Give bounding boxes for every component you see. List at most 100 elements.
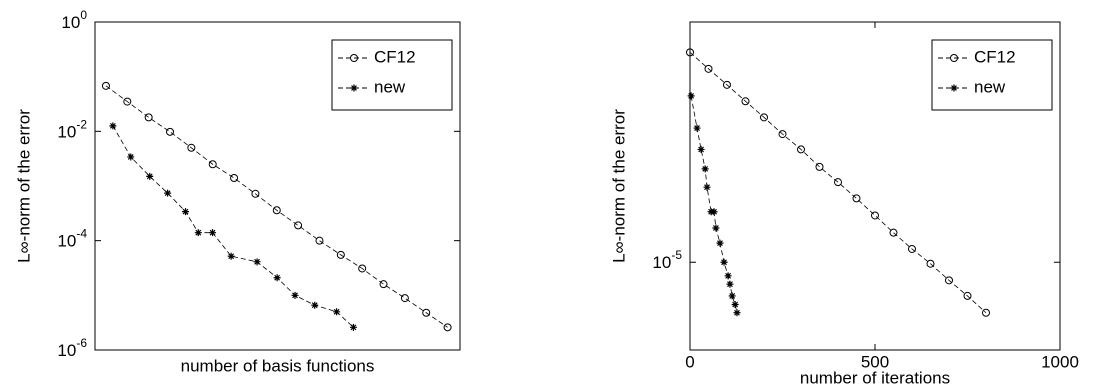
marker — [230, 174, 239, 183]
marker — [871, 211, 879, 220]
marker — [350, 54, 358, 62]
marker — [815, 162, 824, 171]
y-axis-label: L∞-norm of the error — [609, 109, 628, 263]
marker — [693, 124, 701, 132]
marker — [350, 84, 358, 92]
marker — [294, 221, 303, 230]
tick-exponent: 0 — [80, 8, 87, 22]
marker — [166, 127, 175, 136]
plot-frame — [94, 21, 461, 351]
marker — [127, 153, 135, 161]
marker — [101, 81, 110, 90]
y-tick-label: 10-2 — [57, 118, 87, 142]
marker — [704, 64, 713, 73]
marker — [687, 92, 695, 100]
marker — [123, 97, 132, 106]
marker — [349, 323, 357, 331]
marker — [728, 292, 736, 300]
marker — [926, 259, 935, 268]
marker — [731, 301, 739, 309]
tick-exponent: -2 — [76, 118, 87, 132]
y-axis-label: L∞-norm of the error — [14, 109, 33, 263]
legend-box — [931, 39, 1053, 111]
series-line — [689, 52, 987, 314]
tick-base: 10 — [61, 13, 80, 32]
marker — [443, 323, 452, 332]
marker — [697, 145, 705, 153]
marker — [716, 239, 724, 247]
marker — [251, 189, 260, 198]
marker — [273, 274, 281, 282]
marker — [723, 80, 731, 89]
tick-exponent: -4 — [76, 227, 87, 241]
series-line — [112, 125, 354, 328]
tick-base: 10 — [57, 232, 76, 251]
marker — [797, 145, 805, 154]
y-tick-label: 100 — [61, 8, 87, 32]
marker — [144, 113, 153, 122]
tick-exponent: -6 — [76, 336, 87, 350]
y-tick-label: 10-4 — [57, 227, 87, 251]
marker — [726, 280, 734, 288]
series-line — [105, 85, 448, 328]
x-tick-label: 0 — [685, 352, 694, 371]
marker — [333, 308, 341, 316]
marker — [253, 258, 261, 266]
marker — [272, 206, 281, 215]
marker — [741, 97, 750, 106]
marker — [315, 236, 324, 245]
marker — [982, 308, 990, 317]
marker — [187, 143, 196, 152]
marker — [834, 178, 842, 187]
marker — [109, 122, 117, 130]
marker — [422, 308, 431, 317]
marker — [733, 309, 741, 317]
marker — [950, 84, 958, 92]
marker — [908, 244, 916, 253]
marker — [852, 194, 861, 203]
marker — [379, 280, 388, 289]
x-axis-label: number of basis functions — [181, 356, 375, 375]
marker — [703, 183, 711, 191]
y-tick-label: 10-6 — [57, 336, 87, 360]
marker — [712, 224, 720, 232]
x-tick-label: 1000 — [1041, 352, 1079, 371]
tick-base: 10 — [57, 341, 76, 360]
tick-base: 10 — [57, 123, 76, 142]
legend-label: new — [374, 77, 406, 96]
marker — [336, 250, 345, 259]
marker — [686, 48, 694, 57]
legend-label: new — [974, 77, 1006, 96]
marker — [963, 291, 972, 300]
marker — [720, 258, 728, 266]
marker — [311, 301, 319, 309]
marker — [710, 208, 718, 216]
marker — [227, 252, 235, 260]
marker — [208, 160, 217, 169]
marker — [945, 276, 953, 285]
marker — [950, 54, 958, 62]
marker — [146, 172, 154, 180]
tick-base: 10 — [652, 254, 671, 273]
marker — [760, 113, 768, 122]
marker — [724, 272, 732, 280]
legend-box — [331, 39, 453, 111]
marker — [358, 264, 367, 273]
marker — [164, 189, 172, 197]
tick-exponent: -5 — [671, 248, 682, 262]
marker — [291, 291, 299, 299]
x-tick-label: 500 — [861, 352, 889, 371]
marker — [194, 229, 202, 237]
y-tick-label: 10-5 — [652, 248, 682, 272]
marker — [889, 228, 898, 237]
marker — [209, 229, 217, 237]
marker — [182, 208, 190, 216]
legend-label: CF12 — [974, 47, 1016, 66]
x-axis-label: number of iterations — [800, 368, 950, 385]
marker — [400, 294, 409, 303]
legend-label: CF12 — [374, 47, 416, 66]
chart: 10-5 0 500 1000 number of iterations L∞-norm … — [609, 21, 1079, 385]
marker — [778, 130, 787, 139]
